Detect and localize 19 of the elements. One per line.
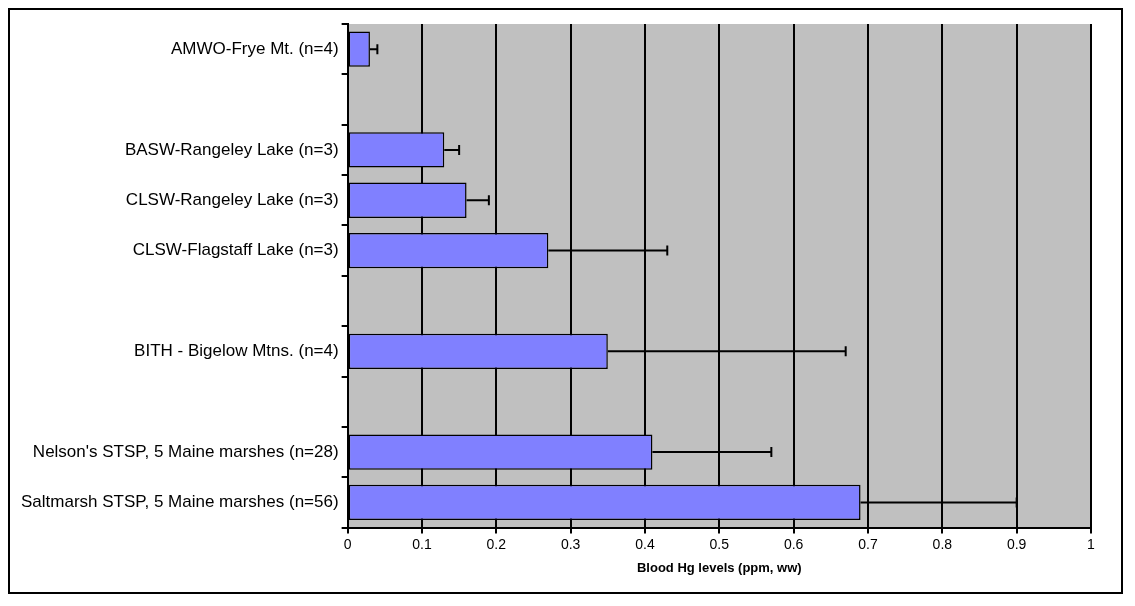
- x-tick-label: 0.8: [932, 535, 953, 552]
- x-axis-title: Blood Hg levels (ppm, ww): [636, 559, 802, 575]
- x-tick-label: 0.2: [486, 535, 507, 552]
- x-tick-label: 0.9: [1006, 535, 1027, 552]
- y-tick-label: CLSW-Flagstaff Lake (n=3): [132, 240, 339, 260]
- y-tick-label: BITH - Bigelow Mtns. (n=4): [134, 341, 339, 361]
- y-tick-label: AMWO-Frye Mt. (n=4): [170, 38, 339, 58]
- x-tick-label: 0.4: [635, 535, 655, 552]
- y-tick-label: CLSW-Rangeley Lake (n=3): [125, 189, 339, 209]
- x-tick-label: 0: [343, 535, 352, 552]
- x-tick-label: 0.7: [858, 535, 878, 552]
- y-tick-label: Saltmarsh STSP, 5 Maine marshes (n=56): [20, 492, 339, 512]
- y-tick-label: Nelson's STSP, 5 Maine marshes (n=28): [32, 441, 339, 461]
- x-tick-label: 1: [1087, 535, 1096, 552]
- x-tick-label: 0.5: [709, 535, 730, 552]
- x-tick-label: 0.3: [560, 535, 581, 552]
- x-tick-label: 0.6: [783, 535, 804, 552]
- y-tick-label: BASW-Rangeley Lake (n=3): [124, 139, 339, 159]
- x-tick-label: 0.1: [412, 535, 432, 552]
